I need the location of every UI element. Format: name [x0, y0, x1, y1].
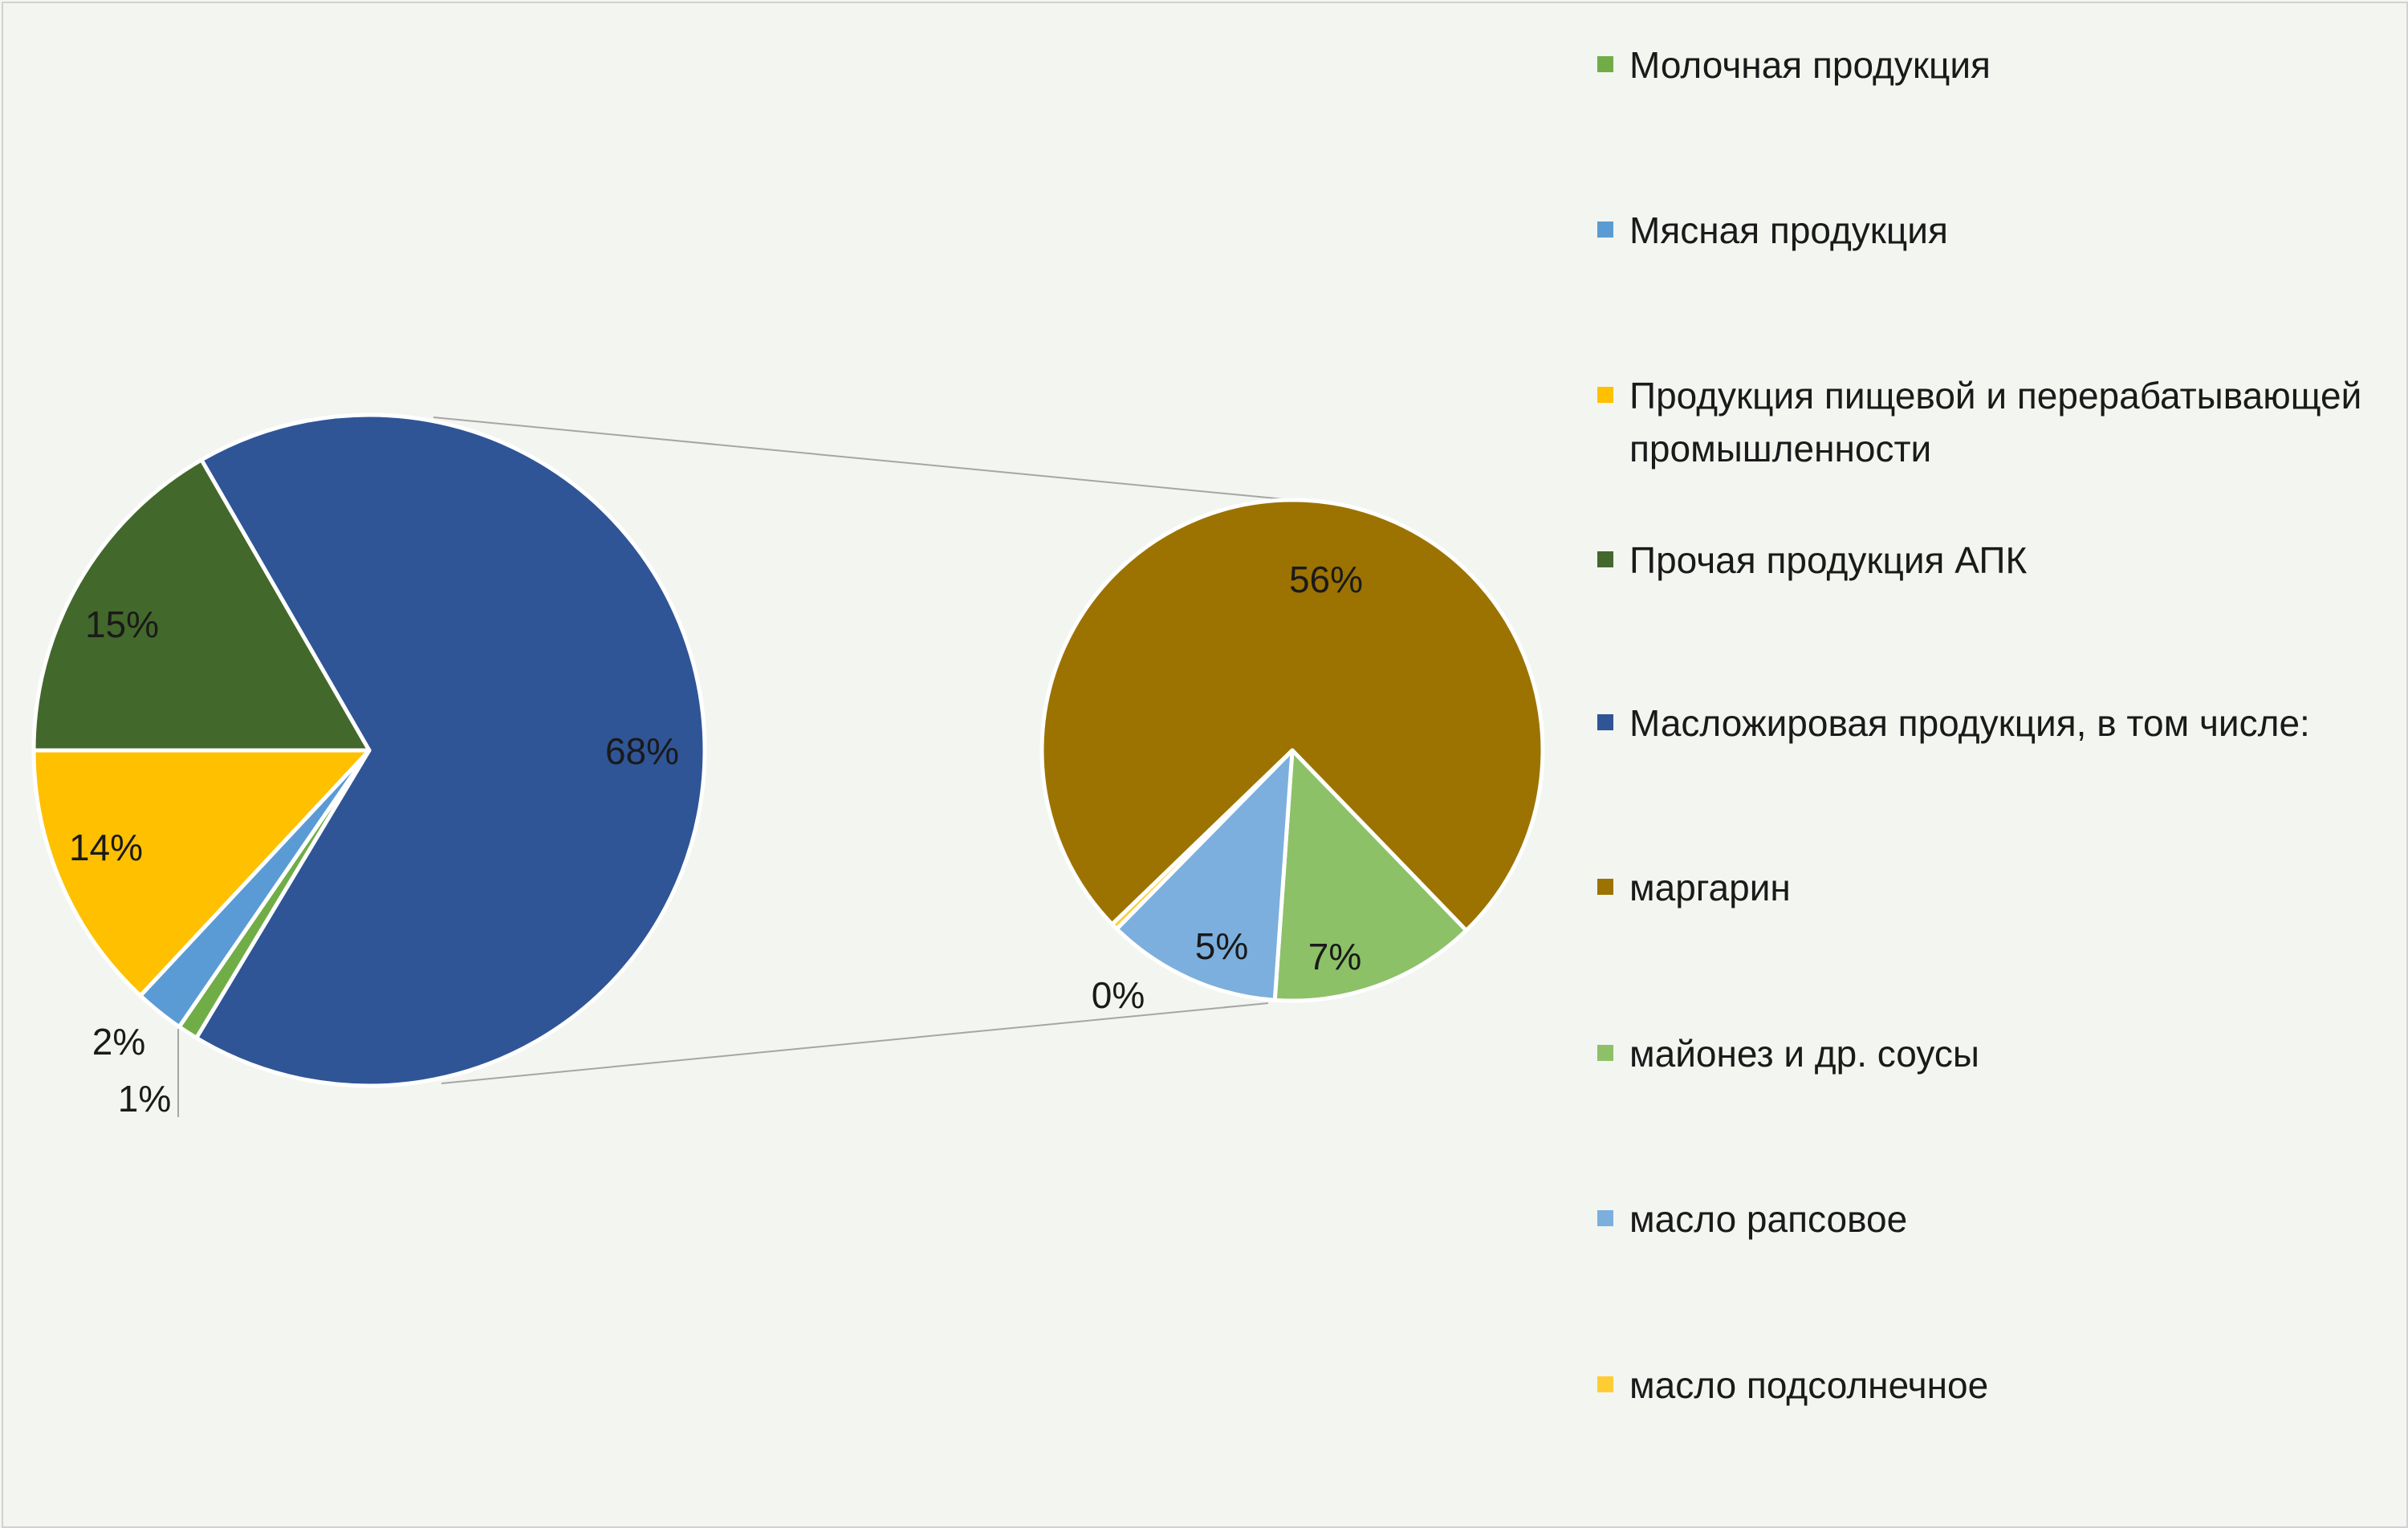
main-pie-data-label: 2% [92, 1021, 145, 1063]
main-pie-slice-продукция-пищевой-и-перерабатывающей-промышленности [31, 748, 372, 998]
legend-label: Продукция пищевой и перерабатывающей про… [1629, 375, 2362, 469]
main-pie-slice-масложировая-продукция-в-том-числе [194, 412, 707, 1088]
legend-swatch [1597, 714, 1613, 730]
secondary-pie-slice-маргарин [1039, 498, 1545, 933]
legend-label: Масложировая продукция, в том числе: [1629, 702, 2310, 744]
secondary-pie-data-label: 7% [1308, 936, 1361, 977]
main-pie-data-label: 68% [605, 730, 679, 772]
main-pie-data-label: 15% [85, 603, 159, 645]
main-pie-slice-прочая-продукция-апк [31, 457, 372, 753]
main-pie-data-label: 1% [118, 1078, 171, 1120]
connector-line-top [433, 417, 1293, 501]
secondary-pie-data-label: 5% [1195, 925, 1248, 967]
legend-label: масло подсолнечное [1629, 1364, 1989, 1406]
chart-legend: Молочная продукция Мясная продукция Продук… [1597, 0, 2400, 1525]
legend-swatch [1597, 1045, 1613, 1061]
legend-swatch [1597, 1376, 1613, 1392]
secondary-pie-slice-масло-подсолнечное [1110, 748, 1295, 932]
legend-swatch [1597, 551, 1613, 567]
secondary-pie-slice-майонез-и-др-соусы [1272, 748, 1469, 1003]
legend-label: Мясная продукция [1629, 209, 1948, 251]
legend-label: майонез и др. соусы [1629, 1033, 1979, 1075]
secondary-pie-data-label: 56% [1289, 559, 1363, 600]
legend-label: Молочная продукция [1629, 44, 1991, 86]
legend-swatch [1597, 387, 1613, 403]
connector-line-bottom [441, 1002, 1269, 1084]
legend-swatch [1597, 56, 1613, 72]
legend-swatch [1597, 879, 1613, 895]
legend-swatch [1597, 221, 1613, 238]
legend-label: маргарин [1629, 867, 1791, 908]
legend-swatch [1597, 1210, 1613, 1226]
legend-label: масло рапсовое [1629, 1198, 1908, 1240]
main-pie-data-label: 14% [69, 827, 143, 868]
secondary-pie-data-label: 0% [1092, 974, 1145, 1016]
legend-label: Прочая продукция АПК [1629, 539, 2028, 581]
secondary-pie-slice-масло-рапсовое [1114, 748, 1295, 1002]
